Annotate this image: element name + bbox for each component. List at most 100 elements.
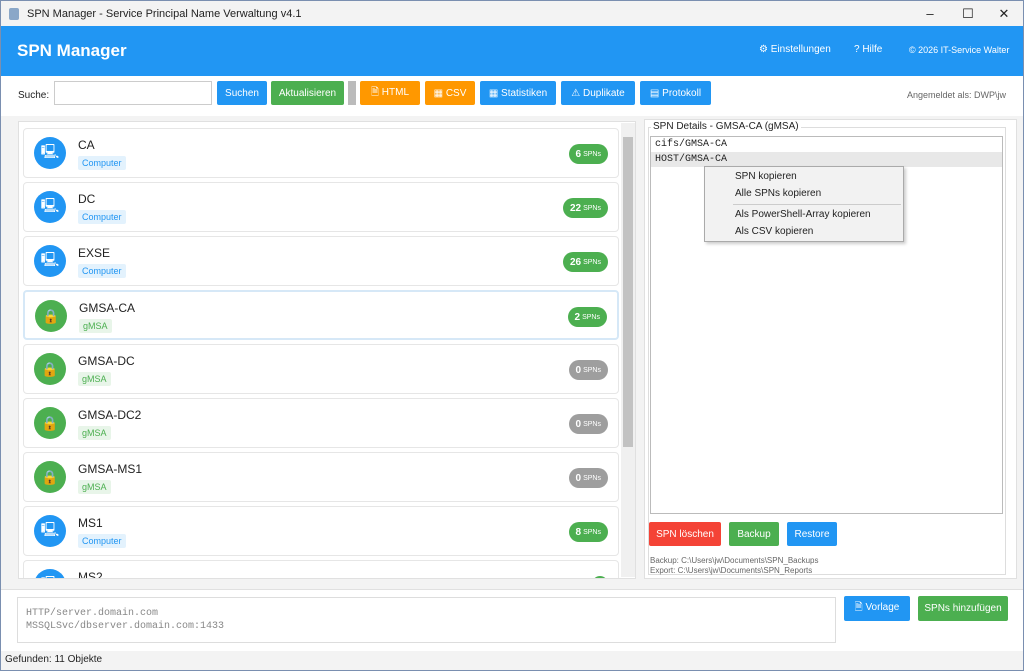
title-bar: SPN Manager - Service Principal Name Ver… bbox=[1, 1, 1023, 26]
spn-count: 22 bbox=[569, 202, 582, 214]
spn-unit: SPNs bbox=[583, 150, 601, 158]
delete-spn-button[interactable]: SPN löschen bbox=[649, 522, 721, 546]
spn-count: 26 bbox=[569, 256, 582, 268]
template-button[interactable]: 🗎 Vorlage bbox=[844, 596, 910, 621]
spn-count: 6 bbox=[575, 148, 582, 160]
log-button[interactable]: ▤ Protokoll bbox=[640, 81, 711, 105]
status-text: Gefunden: 11 Objekte bbox=[5, 654, 103, 665]
computer-icon: 🖳 bbox=[34, 137, 66, 169]
spn-count: 0 bbox=[575, 472, 582, 484]
account-name: GMSA-CA bbox=[79, 301, 136, 315]
spn-count-badge: 6 SPNs bbox=[568, 144, 608, 164]
close-button[interactable]: ✕ bbox=[998, 5, 1010, 21]
spn-item[interactable]: cifs/GMSA-CA bbox=[655, 139, 728, 150]
account-type-tag: Computer bbox=[78, 534, 126, 548]
computer-icon: 🖳 bbox=[34, 191, 66, 223]
account-item[interactable]: 🖳 EXSE Computer 26 SPNs bbox=[23, 236, 619, 286]
account-type-tag: gMSA bbox=[79, 319, 112, 333]
csv-export-button[interactable]: ▦ CSV bbox=[425, 81, 475, 105]
account-type-tag: Computer bbox=[78, 156, 126, 170]
spn-count-badge: 0 SPNs bbox=[568, 468, 608, 488]
account-name: MS2 bbox=[78, 570, 103, 579]
list-scrollbar[interactable] bbox=[621, 123, 635, 577]
account-list: 🖳 CA Computer 6 SPNs 🖳 DC Computer 22 SPNs 🖳… bbox=[18, 121, 636, 579]
account-type-tag: gMSA bbox=[78, 480, 111, 494]
spn-count-badge: 2 SPNs bbox=[567, 307, 607, 327]
account-item[interactable]: 🖳 CA Computer 6 SPNs bbox=[23, 128, 619, 178]
account-type-tag: Computer bbox=[78, 210, 126, 224]
window-title: SPN Manager - Service Principal Name Ver… bbox=[27, 7, 302, 20]
logged-in-label: Angemeldet als: DWP\jw bbox=[907, 90, 1007, 100]
account-name: EXSE bbox=[78, 246, 111, 260]
account-name: GMSA-MS1 bbox=[78, 462, 143, 476]
account-type-tag: Computer bbox=[78, 264, 126, 278]
spn-input[interactable]: HTTP/server.domain.com MSSQLSvc/dbserver… bbox=[17, 597, 836, 643]
menu-separator bbox=[733, 204, 901, 205]
help-link[interactable]: ? Hilfe bbox=[854, 44, 883, 55]
account-item[interactable]: 🖳 MS1 Computer 8 SPNs bbox=[23, 506, 619, 556]
details-group bbox=[648, 127, 1006, 575]
spn-count-badge: 26 SPNs bbox=[562, 252, 608, 272]
app-title: SPN Manager bbox=[17, 41, 127, 60]
menu-copy-spn[interactable]: SPN kopieren bbox=[735, 171, 797, 182]
account-name: GMSA-DC bbox=[78, 354, 135, 368]
backup-path: Backup: C:\Users\jw\Documents\SPN_Backup… bbox=[650, 556, 819, 565]
spn-unit: SPNs bbox=[583, 528, 601, 536]
app-icon bbox=[9, 7, 19, 20]
search-label: Suche: bbox=[18, 90, 50, 101]
lock-icon: 🔒 bbox=[35, 300, 67, 332]
spn-unit: SPNs bbox=[583, 258, 601, 266]
computer-icon: 🖳 bbox=[34, 515, 66, 547]
menu-copy-csv[interactable]: Als CSV kopieren bbox=[735, 226, 814, 237]
lock-icon: 🔒 bbox=[34, 407, 66, 439]
backup-button[interactable]: Backup bbox=[729, 522, 779, 546]
account-name: DC bbox=[78, 192, 96, 206]
menu-copy-powershell[interactable]: Als PowerShell-Array kopieren bbox=[735, 209, 871, 220]
settings-link[interactable]: ⚙ Einstellungen bbox=[759, 44, 831, 55]
account-type-tag: gMSA bbox=[78, 372, 111, 386]
maximize-button[interactable]: ☐ bbox=[962, 5, 974, 21]
lock-icon: 🔒 bbox=[34, 353, 66, 385]
spn-count-badge bbox=[592, 576, 608, 578]
scrollbar-thumb[interactable] bbox=[623, 137, 633, 447]
account-name: CA bbox=[78, 138, 95, 152]
account-item[interactable]: 🔒 GMSA-DC2 gMSA 0 SPNs bbox=[23, 398, 619, 448]
menu-copy-all[interactable]: Alle SPNs kopieren bbox=[735, 188, 822, 199]
copyright: © 2026 IT-Service Walter bbox=[909, 45, 1010, 55]
account-item[interactable]: 🔒 GMSA-CA gMSA 2 SPNs bbox=[23, 290, 619, 340]
account-name: GMSA-DC2 bbox=[78, 408, 142, 422]
spn-item[interactable]: HOST/GMSA-CA bbox=[651, 152, 1002, 167]
spn-unit: SPNs bbox=[583, 420, 601, 428]
refresh-button[interactable]: Aktualisieren bbox=[271, 81, 344, 105]
spn-count: 0 bbox=[575, 418, 582, 430]
spn-unit: SPNs bbox=[583, 474, 601, 482]
search-input[interactable] bbox=[54, 81, 212, 105]
account-item[interactable]: 🔒 GMSA-MS1 gMSA 0 SPNs bbox=[23, 452, 619, 502]
details-title: SPN Details - GMSA-CA (gMSA) bbox=[651, 121, 801, 132]
account-type-tag: gMSA bbox=[78, 426, 111, 440]
account-item[interactable]: 🖳 MS2 Computer bbox=[23, 560, 619, 579]
spn-count-badge: 8 SPNs bbox=[568, 522, 608, 542]
minimize-button[interactable]: – bbox=[926, 6, 934, 21]
search-button[interactable]: Suchen bbox=[217, 81, 267, 105]
duplicates-button[interactable]: ⚠ Duplikate bbox=[561, 81, 635, 105]
spn-list[interactable]: cifs/GMSA-CA HOST/GMSA-CA bbox=[650, 136, 1003, 514]
spn-count-badge: 0 SPNs bbox=[568, 360, 608, 380]
add-spns-button[interactable]: SPNs hinzufügen bbox=[918, 596, 1008, 621]
app-header: SPN Manager ⚙ Einstellungen ? Hilfe © 20… bbox=[1, 26, 1023, 76]
spn-unit: SPNs bbox=[583, 204, 601, 212]
export-path: Export: C:\Users\jw\Documents\SPN_Report… bbox=[650, 566, 813, 575]
restore-button[interactable]: Restore bbox=[787, 522, 837, 546]
html-export-button[interactable]: 🗎 HTML bbox=[360, 81, 420, 105]
spn-count-badge: 22 SPNs bbox=[562, 198, 608, 218]
account-item[interactable]: 🖳 DC Computer 22 SPNs bbox=[23, 182, 619, 232]
spn-count: 0 bbox=[575, 364, 582, 376]
statistics-button[interactable]: ▦ Statistiken bbox=[480, 81, 556, 105]
account-item[interactable]: 🔒 GMSA-DC gMSA 0 SPNs bbox=[23, 344, 619, 394]
computer-icon: 🖳 bbox=[34, 569, 66, 578]
spn-unit: SPNs bbox=[582, 313, 600, 321]
context-menu: SPN kopieren Alle SPNs kopieren Als Powe… bbox=[704, 166, 904, 242]
spn-count-badge: 0 SPNs bbox=[568, 414, 608, 434]
spn-count: 8 bbox=[575, 526, 582, 538]
toolbar-separator bbox=[348, 81, 356, 105]
